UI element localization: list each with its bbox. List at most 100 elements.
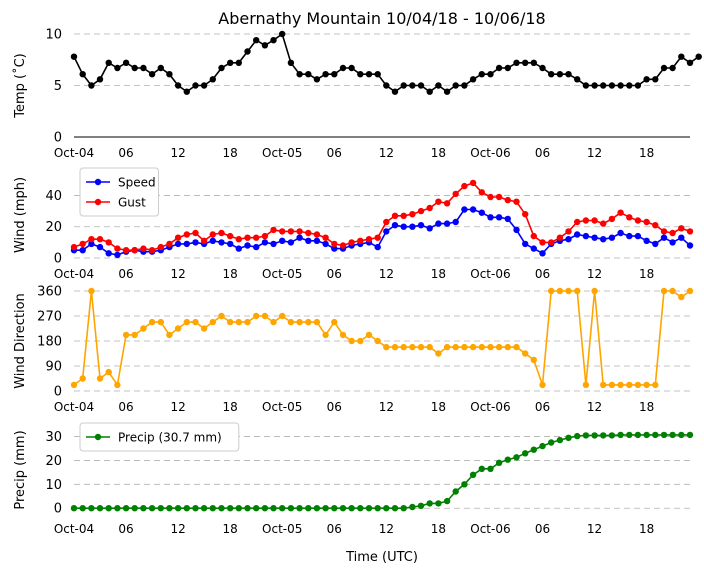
data-point-precip — [461, 481, 468, 488]
data-point-temp — [582, 82, 590, 89]
data-point-wind — [617, 209, 624, 216]
data-point-temp — [131, 64, 138, 72]
data-point-wind — [227, 240, 234, 248]
data-point-wind — [339, 242, 347, 249]
data-point-direction — [452, 343, 459, 351]
data-point-wind — [374, 234, 381, 241]
data-point-wind — [426, 225, 433, 232]
legend-swatch-marker — [94, 198, 102, 206]
data-point-wind — [192, 239, 199, 246]
data-point-wind — [443, 200, 451, 207]
data-point-wind — [157, 243, 164, 251]
data-point-wind — [461, 182, 468, 190]
data-point-wind — [513, 226, 520, 234]
data-point-temp — [513, 59, 520, 66]
x-tick-label-direction: 12 — [379, 400, 394, 414]
data-point-wind — [383, 228, 390, 235]
data-point-temp — [105, 59, 112, 66]
x-tick-label-temp: 06 — [535, 146, 550, 160]
y-tick-label-direction: 360 — [37, 285, 62, 300]
data-point-wind — [539, 250, 546, 257]
data-point-direction — [105, 368, 112, 376]
data-point-temp — [365, 71, 373, 78]
data-point-precip — [669, 431, 676, 439]
x-tick-label-wind: 18 — [639, 267, 654, 281]
data-point-wind — [495, 193, 503, 201]
y-axis-label-temp: Temp (˚C) — [12, 53, 28, 119]
data-point-wind — [652, 240, 659, 248]
data-point-wind — [305, 237, 312, 244]
data-point-wind — [270, 226, 277, 234]
data-point-wind — [522, 240, 529, 248]
data-point-wind — [452, 218, 459, 226]
data-point-wind — [582, 217, 590, 224]
data-point-wind — [174, 240, 182, 248]
x-tick-label-direction: 12 — [587, 400, 602, 414]
x-tick-label-direction: 06 — [535, 400, 550, 414]
x-tick-label-temp: 06 — [327, 146, 342, 160]
panel-temp: 0 5 10 Oct-04 06 12 18 Oct-05 06 12 18 Oct-06 06 12 18… — [12, 28, 702, 160]
data-point-temp — [296, 71, 303, 78]
x-tick-label-temp: 12 — [379, 146, 394, 160]
x-tick-label-precip: 12 — [170, 522, 185, 536]
data-point-precip — [88, 505, 95, 512]
data-point-wind — [426, 204, 433, 212]
data-point-temp — [174, 82, 182, 89]
data-point-temp — [530, 59, 537, 66]
data-point-wind — [582, 232, 590, 240]
data-point-wind — [461, 206, 468, 213]
data-point-wind — [357, 237, 364, 244]
data-point-wind — [669, 229, 676, 237]
data-point-precip — [148, 505, 156, 512]
data-point-wind — [539, 239, 546, 246]
data-point-direction — [417, 343, 425, 351]
data-point-precip — [96, 505, 104, 512]
data-point-wind — [652, 222, 659, 229]
data-point-precip — [279, 505, 286, 512]
x-axis-label: Time (UTC) — [345, 550, 418, 565]
data-point-temp — [227, 59, 234, 66]
data-point-precip — [443, 497, 451, 505]
data-point-precip — [643, 431, 650, 439]
data-point-direction — [504, 343, 511, 351]
data-point-precip — [261, 505, 269, 512]
data-point-wind — [530, 232, 537, 240]
panel-wind: 0 20 40 Oct-04 06 12 18 Oct-05 06 12 18 Oct-06 06 12 1… — [13, 167, 694, 281]
y-tick-label-wind: 0 — [54, 252, 62, 267]
data-point-direction — [443, 343, 451, 351]
x-tick-label-direction: 06 — [327, 400, 342, 414]
data-point-direction — [305, 318, 312, 326]
data-point-direction — [574, 287, 581, 295]
data-point-direction — [634, 381, 642, 389]
data-point-precip — [322, 505, 329, 512]
data-point-temp — [70, 53, 78, 60]
data-point-precip — [331, 505, 338, 512]
series-direction — [70, 287, 694, 389]
x-tick-label-wind: 12 — [587, 267, 602, 281]
data-point-temp — [122, 59, 130, 66]
data-point-direction — [582, 381, 590, 389]
data-point-wind — [591, 234, 598, 241]
data-point-precip — [608, 432, 616, 439]
data-point-direction — [244, 318, 251, 326]
data-point-precip — [79, 505, 86, 512]
x-tick-label-direction: 06 — [118, 400, 133, 414]
data-point-precip — [305, 505, 312, 512]
data-point-precip — [209, 505, 216, 512]
x-tick-label-direction: 18 — [223, 400, 238, 414]
data-point-temp — [539, 64, 546, 72]
series-wind-speed — [70, 206, 694, 259]
data-point-wind — [522, 211, 529, 218]
data-point-wind — [122, 247, 130, 254]
data-point-wind — [287, 239, 295, 246]
data-point-wind — [565, 236, 572, 243]
data-point-precip — [339, 505, 347, 512]
y-tick-label-direction: 90 — [45, 360, 62, 375]
data-point-precip — [409, 503, 416, 511]
data-point-direction — [626, 381, 633, 389]
data-point-wind — [417, 207, 425, 215]
x-tick-label-wind: 06 — [535, 267, 550, 281]
data-point-direction — [270, 318, 277, 326]
x-tick-label-temp: Oct-04 — [54, 146, 94, 160]
